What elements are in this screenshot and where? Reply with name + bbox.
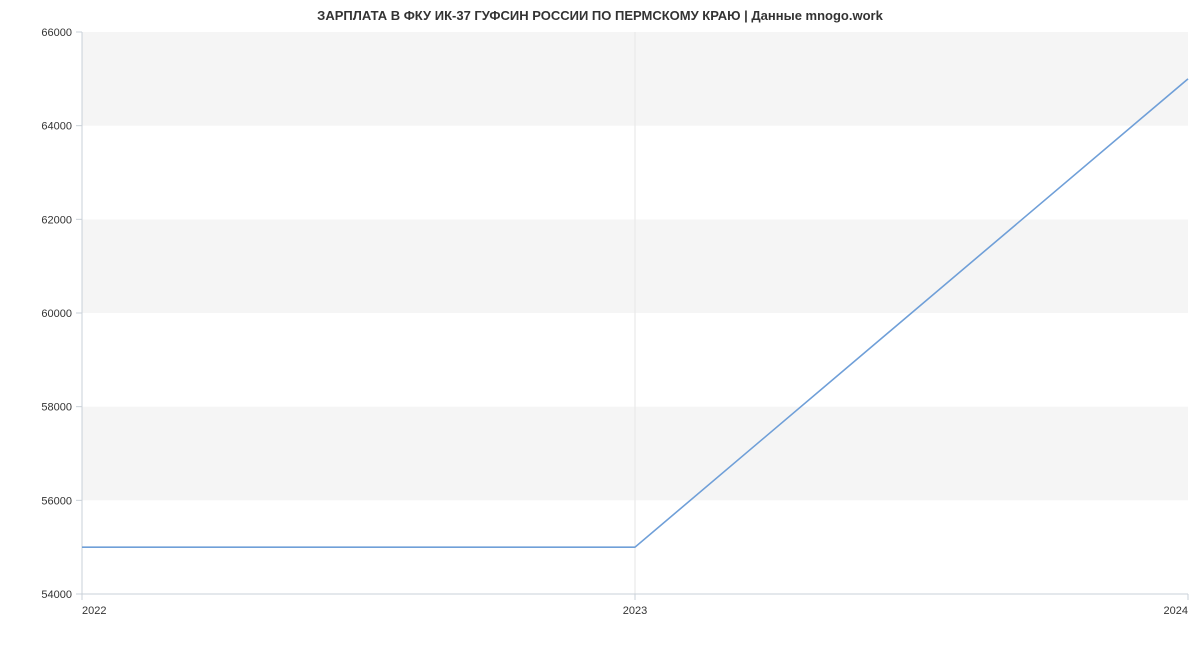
chart-container: ЗАРПЛАТА В ФКУ ИК-37 ГУФСИН РОССИИ ПО ПЕ… <box>0 0 1200 650</box>
y-tick-label: 62000 <box>41 214 72 226</box>
y-tick-label: 66000 <box>41 27 72 39</box>
y-tick-label: 64000 <box>41 121 72 133</box>
y-tick-label: 58000 <box>41 402 72 414</box>
y-tick-label: 56000 <box>41 495 72 507</box>
x-tick-label: 2022 <box>82 605 106 617</box>
y-tick-label: 60000 <box>41 308 72 320</box>
y-tick-label: 54000 <box>41 589 72 601</box>
chart-svg: 54000 56000 58000 60000 62000 64000 66000 2022 2… <box>0 0 1200 650</box>
x-tick-label: 2023 <box>623 605 647 617</box>
x-tick-label: 2024 <box>1164 605 1188 617</box>
